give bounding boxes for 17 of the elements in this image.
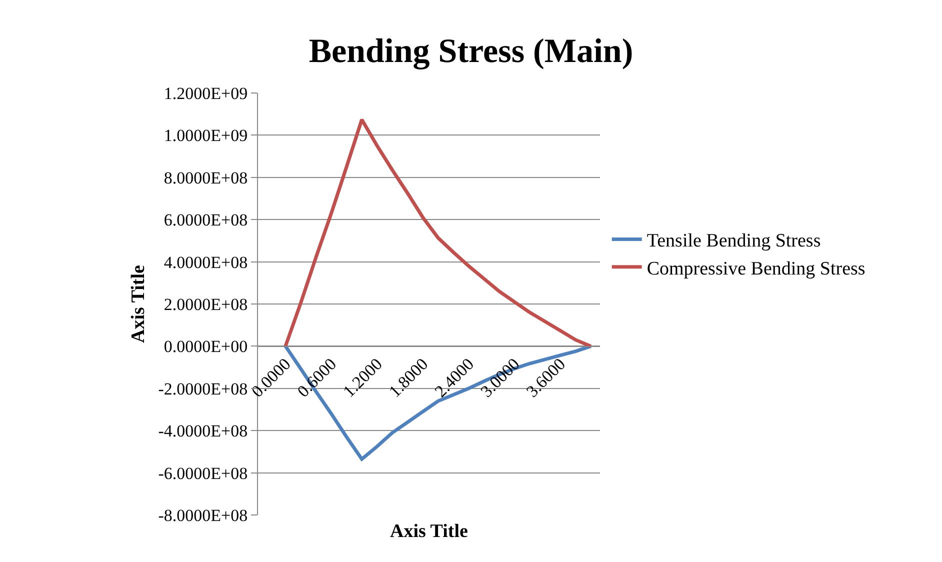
y-axis-title: Axis Title — [128, 265, 150, 343]
y-tick-label: -6.0000E+08 — [158, 464, 248, 483]
x-axis-title: Axis Title — [390, 521, 468, 542]
y-tick-label: 1.0000E+09 — [164, 126, 248, 146]
y-tick-label: 1.2000E+09 — [164, 84, 248, 103]
legend-label: Compressive Bending Stress — [646, 258, 866, 280]
y-tick-label: -2.0000E+08 — [158, 379, 248, 398]
y-tick-label: 2.0000E+08 — [164, 294, 248, 314]
legend-label: Tensile Bending Stress — [646, 230, 821, 252]
chart-title: Bending Stress (Main) — [308, 32, 634, 70]
y-tick-label: -8.0000E+08 — [158, 506, 248, 525]
y-tick-label: 4.0000E+08 — [164, 252, 248, 272]
y-tick-label: 8.0000E+08 — [164, 168, 248, 188]
y-tick-label: 6.0000E+08 — [164, 210, 248, 230]
line-series — [284, 118, 593, 348]
y-tick-label: -4.0000E+08 — [158, 422, 248, 441]
y-tick-label: 0.0000E+00 — [164, 337, 248, 356]
